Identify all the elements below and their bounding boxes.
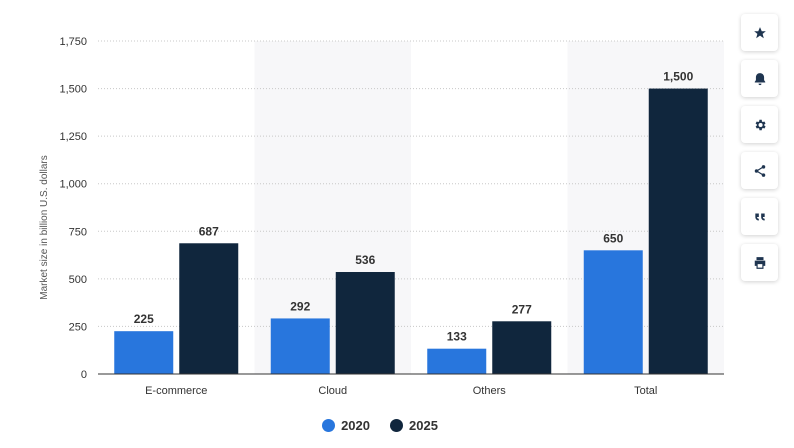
y-tick-label: 1,250 xyxy=(59,131,87,143)
data-label-2025-Others: 277 xyxy=(512,302,532,316)
gear-icon xyxy=(755,119,766,130)
gridlines xyxy=(98,40,724,327)
share-icon xyxy=(754,164,765,177)
legend-dot-2020 xyxy=(322,419,336,432)
x-category-label: Cloud xyxy=(318,385,347,397)
bell-icon xyxy=(754,72,765,85)
legend-label-2020: 2020 xyxy=(341,418,370,433)
y-tick-label: 1,000 xyxy=(59,179,87,191)
print-button[interactable] xyxy=(741,244,778,281)
y-tick-label: 1,500 xyxy=(59,84,87,96)
legend-dot-2025 xyxy=(390,419,403,432)
y-tick-label: 1,750 xyxy=(59,36,87,48)
x-category-label: E-commerce xyxy=(145,385,207,397)
favorite-button[interactable] xyxy=(741,14,778,51)
y-axis-ticks: 0 250 500 750 1,000 1,250 1,500 1,750 xyxy=(59,36,87,381)
data-label-2020-E-commerce: 225 xyxy=(134,312,154,326)
data-label-2025-E-commerce: 687 xyxy=(199,224,219,238)
star-icon xyxy=(753,26,766,38)
data-label-2020-Others: 133 xyxy=(447,330,467,344)
data-label-2025-Cloud: 536 xyxy=(355,253,375,267)
x-category-label: Others xyxy=(473,385,507,397)
bars xyxy=(114,88,708,375)
bar-2025-Others xyxy=(492,321,552,374)
legend-item-2020[interactable]: 2020 xyxy=(322,418,370,433)
data-label-2020-Cloud: 292 xyxy=(290,299,310,313)
y-tick-label: 250 xyxy=(69,321,87,333)
bar-2025-Total xyxy=(648,88,708,375)
legend-label-2025: 2025 xyxy=(409,418,438,433)
data-labels: 225 687 292 536 133 277 650 1,500 xyxy=(134,70,694,344)
bar-2020-Others xyxy=(427,348,487,374)
quote-icon xyxy=(754,213,765,220)
y-axis-title: Market size in billion U.S. dollars xyxy=(39,155,50,300)
legend-item-2025[interactable]: 2025 xyxy=(390,418,438,433)
x-category-label: Total xyxy=(634,385,657,397)
legend: 2020 2025 xyxy=(0,418,760,433)
chart-toolbar xyxy=(741,14,778,281)
y-tick-label: 500 xyxy=(69,274,87,286)
cite-button[interactable] xyxy=(741,198,778,235)
y-tick-label: 750 xyxy=(69,226,87,238)
y-tick-label: 0 xyxy=(81,369,87,381)
bar-2020-Total xyxy=(583,250,643,374)
data-label-2025-Total: 1,500 xyxy=(663,70,693,84)
bar-2025-E-commerce xyxy=(179,243,239,374)
bar-2025-Cloud xyxy=(335,272,395,374)
print-icon xyxy=(754,256,765,269)
x-axis-categories: E-commerce Cloud Others Total xyxy=(145,385,657,397)
notification-button[interactable] xyxy=(741,60,778,97)
share-button[interactable] xyxy=(741,152,778,189)
settings-button[interactable] xyxy=(741,106,778,143)
bar-2020-E-commerce xyxy=(114,331,174,374)
data-label-2020-Total: 650 xyxy=(603,231,623,245)
bar-2020-Cloud xyxy=(270,318,330,374)
